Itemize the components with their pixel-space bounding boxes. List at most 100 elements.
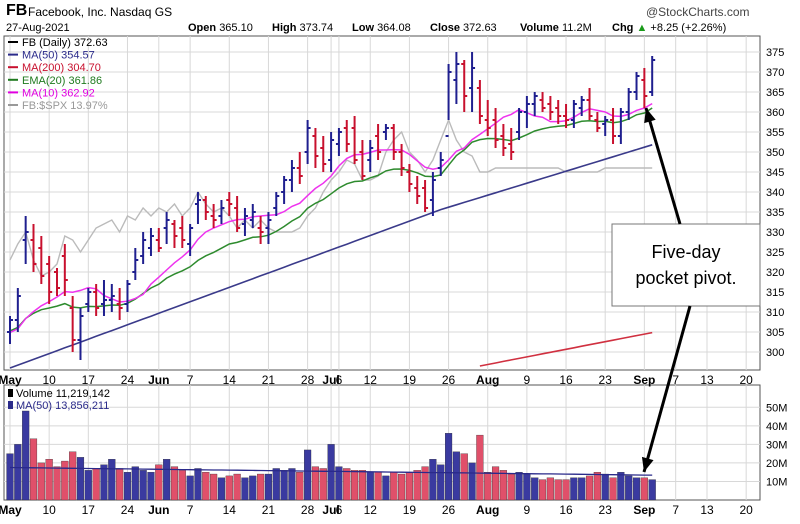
price-tick-label: 305 bbox=[766, 327, 784, 339]
price-tick-label: 365 bbox=[766, 87, 784, 99]
ma10-line bbox=[9, 102, 653, 334]
volume-bar bbox=[531, 477, 539, 501]
x-tick-label: 19 bbox=[403, 373, 417, 387]
volume-bar bbox=[123, 472, 132, 501]
price-panel bbox=[3, 35, 761, 371]
volume-bar bbox=[170, 466, 179, 501]
annotation-arrow-down bbox=[642, 305, 692, 473]
volume-bar bbox=[249, 475, 257, 501]
volume-bar bbox=[53, 466, 61, 501]
volume-bar bbox=[147, 472, 155, 501]
volume-bar bbox=[45, 459, 53, 501]
volume-bar bbox=[311, 466, 319, 501]
x-tick-label-bottom: 17 bbox=[82, 503, 96, 517]
volume-bar bbox=[272, 468, 280, 501]
volume-ma50-line bbox=[9, 466, 653, 476]
x-tick-label: 13 bbox=[700, 373, 714, 387]
volume-bar bbox=[491, 466, 500, 501]
x-tick-label: 6 bbox=[336, 373, 343, 387]
volume-bar bbox=[617, 472, 625, 501]
volume-bar bbox=[14, 444, 22, 501]
x-tick-label: 10 bbox=[42, 373, 56, 387]
annotation-arrow-up bbox=[644, 107, 682, 225]
price-tick-label: 375 bbox=[766, 47, 784, 59]
volume-bar bbox=[538, 479, 547, 501]
volume-bar bbox=[382, 475, 390, 501]
x-tick-label-bottom: 26 bbox=[442, 503, 456, 517]
x-tick-label-bottom: 23 bbox=[599, 503, 613, 517]
volume-tick-label: 10M bbox=[766, 476, 787, 488]
volume-bar bbox=[578, 477, 586, 501]
volume-bar bbox=[445, 433, 453, 501]
volume-bar bbox=[366, 472, 374, 501]
ema20-line bbox=[9, 107, 653, 332]
volume-tick-label: 40M bbox=[766, 421, 787, 433]
volume-bar bbox=[335, 466, 343, 501]
volume-bar bbox=[476, 434, 484, 501]
volume-bar bbox=[233, 473, 241, 501]
ma200-line bbox=[479, 331, 653, 367]
volume-bar bbox=[327, 444, 335, 501]
x-tick-label-bottom: 12 bbox=[364, 503, 378, 517]
volume-bar bbox=[296, 472, 304, 501]
change-quote: Chg ▲ +8.25 (+2.26%) bbox=[612, 22, 727, 34]
volume-bar bbox=[601, 473, 609, 501]
high-quote: High 373.74 bbox=[272, 22, 334, 34]
volume-bar bbox=[131, 466, 139, 501]
volume-bar bbox=[280, 470, 288, 501]
x-tick-label-bottom: 13 bbox=[700, 503, 714, 517]
volume-bar bbox=[358, 470, 366, 501]
brand-watermark[interactable]: @StockCharts.com bbox=[646, 5, 750, 19]
volume-bar bbox=[225, 475, 233, 501]
volume-bar bbox=[116, 468, 124, 501]
volume-bar bbox=[194, 468, 202, 501]
annotation-arrow-down-head bbox=[641, 456, 654, 472]
open-quote: Open 365.10 bbox=[188, 22, 253, 34]
volume-bar bbox=[241, 477, 249, 501]
x-tick-label: 7 bbox=[672, 373, 679, 387]
volume-legend-entry: Volume 11,219,142 bbox=[16, 388, 110, 400]
x-tick-label-bottom: 7 bbox=[672, 503, 679, 517]
legend-entry: MA(10) 362.92 bbox=[22, 87, 95, 99]
x-tick-label-bottom: 28 bbox=[301, 503, 315, 517]
x-tick-label: Jun bbox=[148, 373, 169, 387]
volume-bar bbox=[570, 477, 578, 501]
price-tick-label: 310 bbox=[766, 307, 784, 319]
price-tick-label: 325 bbox=[766, 247, 784, 259]
company-name: Facebook, Inc. Nasdaq GS bbox=[28, 5, 173, 19]
volume-bar bbox=[523, 473, 531, 501]
x-tick-label: 20 bbox=[739, 373, 753, 387]
volume-bar bbox=[468, 462, 476, 501]
volume-bar bbox=[178, 470, 186, 501]
volume-legend-swatch bbox=[8, 401, 13, 409]
ma50-line bbox=[9, 144, 653, 369]
x-tick-label-bottom: Sep bbox=[633, 503, 655, 517]
up-arrow-icon: ▲ bbox=[636, 22, 648, 34]
volume-bar bbox=[437, 464, 445, 501]
volume-bar bbox=[554, 479, 562, 501]
price-tick-label: 360 bbox=[766, 107, 784, 119]
x-tick-label-bottom: 9 bbox=[524, 503, 531, 517]
volume-bar bbox=[264, 473, 273, 501]
volume-tick-label: 20M bbox=[766, 458, 787, 470]
x-tick-label: 23 bbox=[599, 373, 613, 387]
spx-relative-line bbox=[9, 118, 653, 277]
volume-bar bbox=[186, 475, 194, 501]
volume-bar bbox=[515, 472, 523, 501]
volume-bar bbox=[304, 449, 312, 501]
volume-bar bbox=[625, 475, 633, 501]
close-quote: Close 372.63 bbox=[430, 22, 497, 34]
price-tick-label: 340 bbox=[766, 187, 784, 199]
price-tick-label: 320 bbox=[766, 267, 784, 279]
volume-bar bbox=[429, 459, 437, 501]
volume-bar bbox=[585, 475, 594, 501]
volume-bar bbox=[288, 468, 296, 501]
volume-bar bbox=[139, 470, 147, 501]
x-tick-label: Jul bbox=[322, 373, 339, 387]
volume-tick-label: 50M bbox=[766, 402, 787, 414]
x-tick-label-bottom: 10 bbox=[42, 503, 56, 517]
volume-bar bbox=[210, 473, 218, 501]
volume-bar bbox=[609, 477, 617, 501]
